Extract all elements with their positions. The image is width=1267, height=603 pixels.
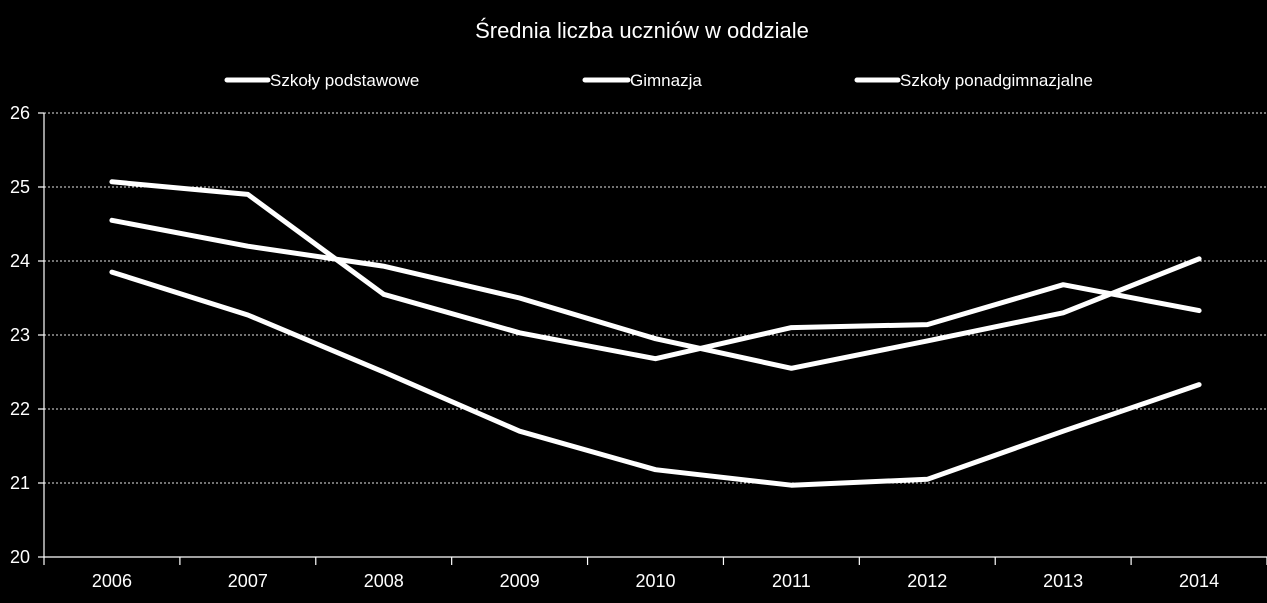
axes (38, 112, 1267, 565)
x-tick-label-2010: 2010 (635, 571, 675, 591)
y-tick-label-24: 24 (10, 251, 30, 271)
chart-title: Średnia liczba uczniów w oddziale (475, 18, 809, 43)
x-tick-label-2007: 2007 (228, 571, 268, 591)
x-axis-ticks: 2006 2007 2008 2009 2010 2011 2012 2013 2014 (92, 571, 1219, 591)
series-line-szkoly-podstawowe (109, 179, 1202, 362)
y-axis-ticks: 20 21 22 23 24 25 26 (10, 103, 30, 567)
series-line-szkoly-ponadgimnazjalne (109, 269, 1202, 488)
y-tick-label-23: 23 (10, 325, 30, 345)
y-tick-label-25: 25 (10, 177, 30, 197)
legend: Szkoły podstawowe Gimnazja Szkoły ponadg… (224, 71, 1093, 90)
gridlines (44, 112, 1267, 484)
y-tick-label-26: 26 (10, 103, 30, 123)
y-tick-label-22: 22 (10, 399, 30, 419)
series-line-gimnazja (109, 217, 1202, 371)
legend-label-szkoly-podstawowe: Szkoły podstawowe (270, 71, 419, 90)
x-tick-label-2013: 2013 (1043, 571, 1083, 591)
x-tick-label-2011: 2011 (772, 571, 811, 591)
y-tick-label-20: 20 (10, 547, 30, 567)
x-tick-label-2006: 2006 (92, 571, 132, 591)
x-tick-label-2009: 2009 (500, 571, 540, 591)
legend-label-szkoly-ponadgimnazjalne: Szkoły ponadgimnazjalne (900, 71, 1093, 90)
x-tick-label-2014: 2014 (1179, 571, 1219, 591)
x-tick-label-2008: 2008 (364, 571, 404, 591)
legend-label-gimnazja: Gimnazja (630, 71, 702, 90)
series-lines (109, 179, 1202, 488)
y-tick-label-21: 21 (10, 473, 30, 493)
x-tick-label-2012: 2012 (907, 571, 947, 591)
